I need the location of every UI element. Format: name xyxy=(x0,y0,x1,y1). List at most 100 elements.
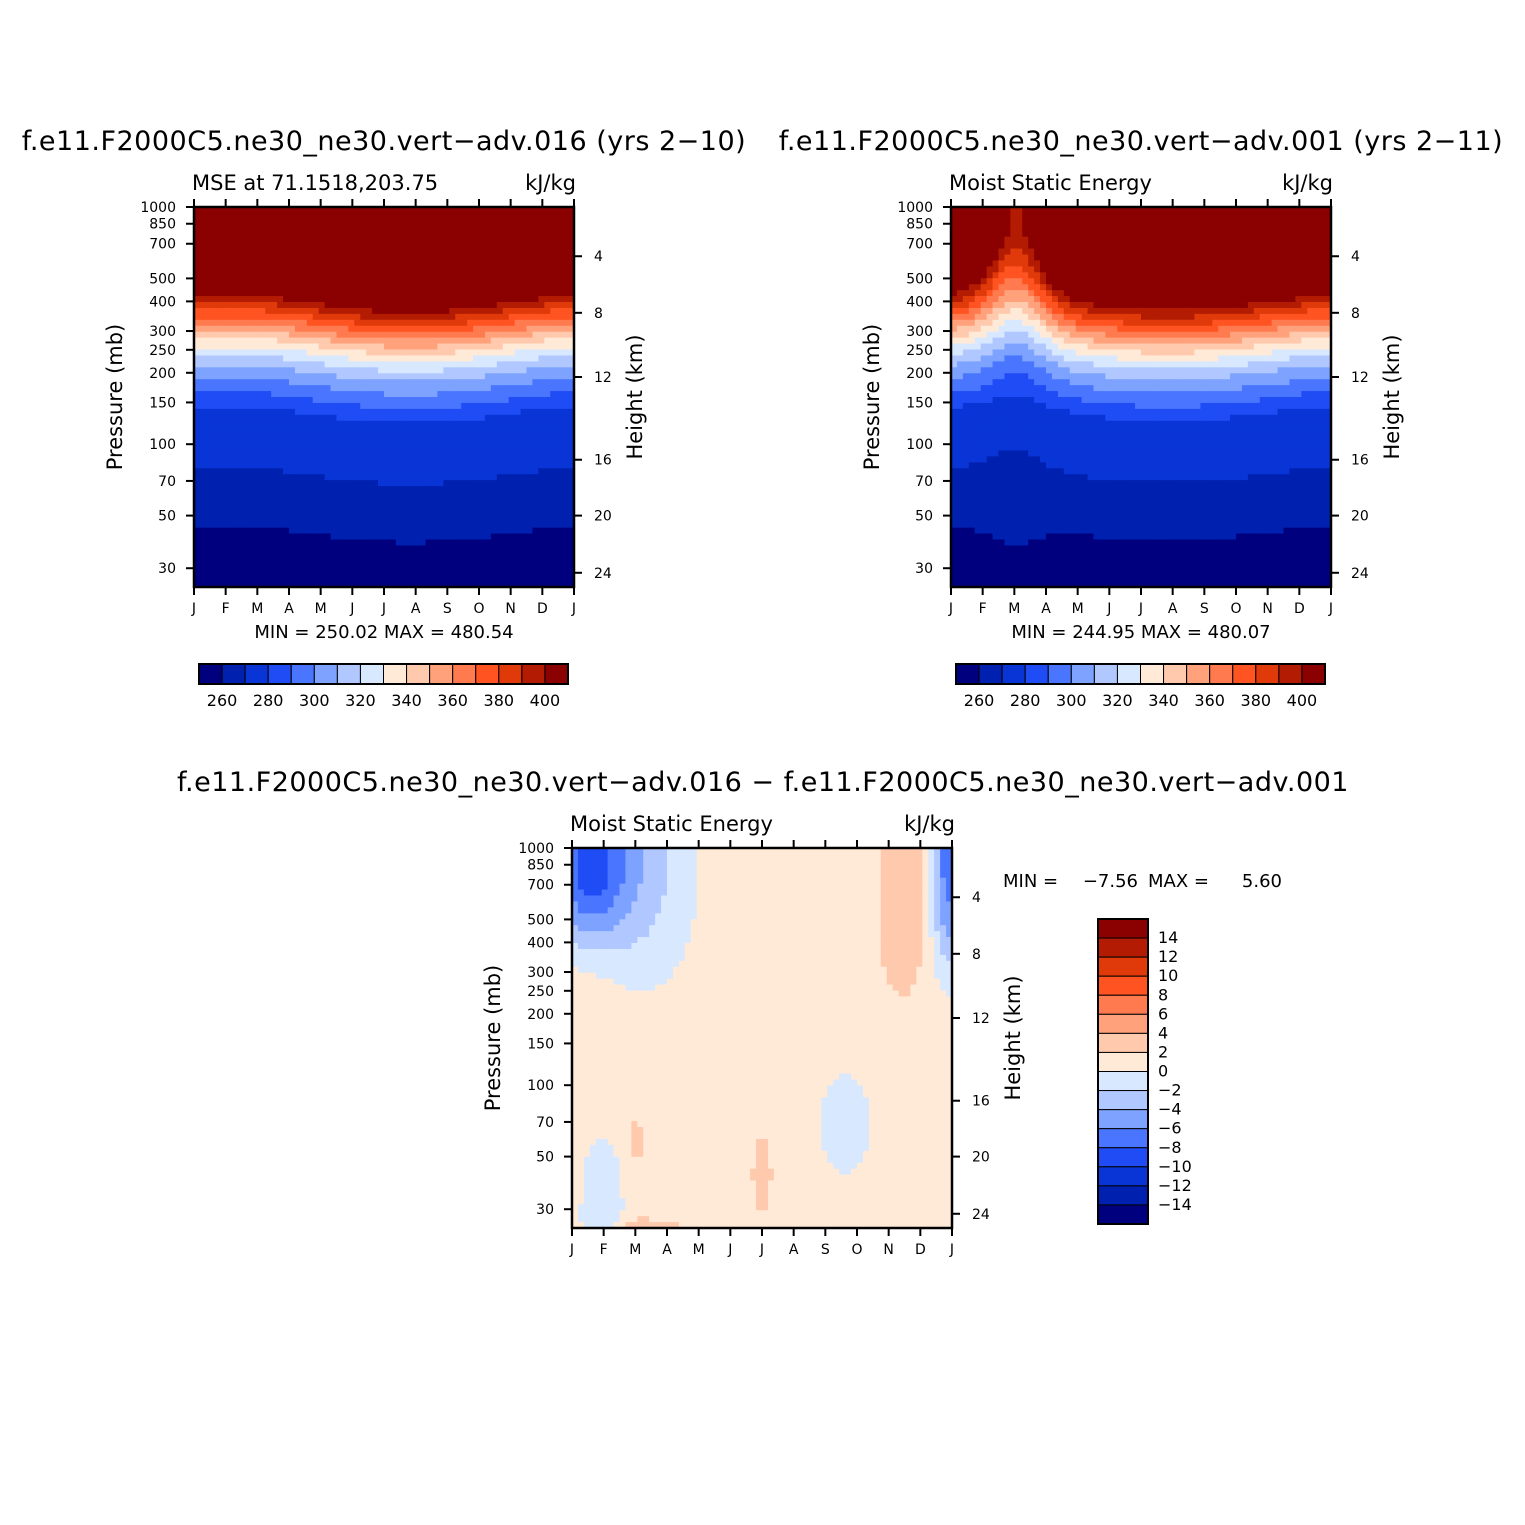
contour-cell-1693 xyxy=(348,379,355,386)
contour-cell-2631 xyxy=(437,248,444,256)
contour-cell-1825 xyxy=(360,402,367,410)
contour-cell-565 xyxy=(998,521,1006,529)
contour-cell-3524 xyxy=(520,230,528,238)
contour-cell-1363 xyxy=(318,319,326,327)
contour-cell-2707 xyxy=(443,319,450,327)
contour-cell-3910 xyxy=(556,242,563,250)
contour-cell-179 xyxy=(962,509,970,517)
contour-cell-1101 xyxy=(294,284,302,291)
contour-cell-1566 xyxy=(336,385,344,392)
contour-cell-3877 xyxy=(550,426,557,434)
contour-cell-3090 xyxy=(479,313,486,321)
contour-cell-3961 xyxy=(556,545,563,552)
contour-cell-1807 xyxy=(360,296,367,303)
contour-cell-585 xyxy=(1004,260,1011,267)
contour-cell-3267 xyxy=(496,224,504,232)
contour-cell-924 xyxy=(277,373,284,380)
contour-cell-326 xyxy=(223,242,231,250)
contour-cell-484 xyxy=(235,420,243,428)
contour-cell-2927 xyxy=(461,486,468,493)
contour-cell-3894 xyxy=(550,527,557,535)
contour-cell-1575 xyxy=(336,438,344,446)
contour-cell-2277 xyxy=(401,426,409,434)
contour-cell-871 xyxy=(271,438,278,446)
contour-cell-900 xyxy=(277,230,284,238)
contour-cell-1438 xyxy=(324,385,332,392)
contour-cell-254 xyxy=(211,575,219,582)
contour-cell-916 xyxy=(277,325,284,333)
contour-cell-2297 xyxy=(401,545,409,552)
contour-cell-294 xyxy=(217,432,225,440)
contour-cell-1444 xyxy=(324,420,332,428)
contour-cell-311 xyxy=(974,533,982,541)
contour-cell-2908 xyxy=(461,373,468,380)
contour-cell-796 xyxy=(265,373,272,380)
contour-cell-2764 xyxy=(449,278,456,285)
contour-cell-1200 xyxy=(300,492,308,499)
contour-cell-4009 xyxy=(562,450,569,457)
contour-cell-3966 xyxy=(556,575,563,582)
contour-cell-1485 xyxy=(330,284,338,291)
contour-cell-765 xyxy=(1016,569,1023,576)
contour-cell-3327 xyxy=(496,581,504,587)
contour-cell-3130 xyxy=(479,551,486,558)
contour-cell-3624 xyxy=(526,444,534,452)
contour-cell-452 xyxy=(235,230,243,238)
contour-cell-3919 xyxy=(556,296,563,303)
contour-cell-1303 xyxy=(312,343,320,351)
contour-cell-3295 xyxy=(496,391,504,398)
contour-cell-3281 xyxy=(496,307,504,315)
contour-cell-2031 xyxy=(378,486,385,493)
contour-cell-2447 xyxy=(419,296,427,303)
contour-cell-1967 xyxy=(372,486,379,493)
contour-cell-3971 xyxy=(562,224,569,232)
contour-cell-228 xyxy=(211,420,219,428)
contour-cell-3101 xyxy=(479,379,486,386)
contour-cell-244 xyxy=(211,515,219,523)
contour-cell-308 xyxy=(217,515,225,523)
contour-cell-726 xyxy=(259,337,266,345)
contour-cell-2265 xyxy=(401,355,409,362)
contour-cell-1960 xyxy=(372,444,379,452)
contour-cell-450 xyxy=(992,218,1000,226)
contour-cell-435 xyxy=(986,509,994,517)
contour-cell-3099 xyxy=(479,367,486,374)
contour-cell-103 xyxy=(956,438,964,446)
contour-cell-4038 xyxy=(568,242,574,250)
contour-cell-3410 xyxy=(508,313,516,321)
contour-cell-543 xyxy=(998,391,1006,398)
contour-cell-4020 xyxy=(562,515,569,523)
contour-cell-954 xyxy=(277,551,284,558)
contour-cell-3483 xyxy=(514,367,522,374)
contour-cell-383 xyxy=(980,581,988,587)
contour-cell-1064 xyxy=(289,444,296,452)
contour-cell-718 xyxy=(259,290,266,297)
contour-cell-606 xyxy=(1004,385,1011,392)
contour-cell-1509 xyxy=(330,426,338,434)
contour-cell-1218 xyxy=(306,218,314,226)
contour-cell-862 xyxy=(271,385,278,392)
contour-cell-2268 xyxy=(401,373,409,380)
contour-cell-3996 xyxy=(562,373,569,380)
contour-cell-1013 xyxy=(283,521,290,529)
contour-cell-774 xyxy=(1022,242,1029,250)
contour-cell-215 xyxy=(968,343,976,351)
contour-cell-1507 xyxy=(330,414,338,422)
contour-cell-3012 xyxy=(473,230,480,238)
contour-cell-1185 xyxy=(300,402,308,410)
contour-cell-3196 xyxy=(484,563,492,570)
contour-cell-1486 xyxy=(330,290,338,297)
contour-cell-3405 xyxy=(508,284,516,291)
contour-cell-159 xyxy=(962,391,970,398)
contour-cell-3674 xyxy=(532,361,539,368)
contour-cell-1998 xyxy=(378,290,385,297)
contour-cell-3230 xyxy=(490,385,498,392)
contour-cell-69 xyxy=(199,236,207,244)
contour-cell-460 xyxy=(235,278,243,285)
contour-cell-429 xyxy=(229,474,237,481)
contour-cell-740 xyxy=(1016,420,1023,428)
contour-cell-625 xyxy=(247,497,254,505)
contour-cell-2408 xyxy=(413,444,421,452)
contour-cell-2401 xyxy=(413,402,421,410)
contour-cell-145 xyxy=(205,307,213,315)
